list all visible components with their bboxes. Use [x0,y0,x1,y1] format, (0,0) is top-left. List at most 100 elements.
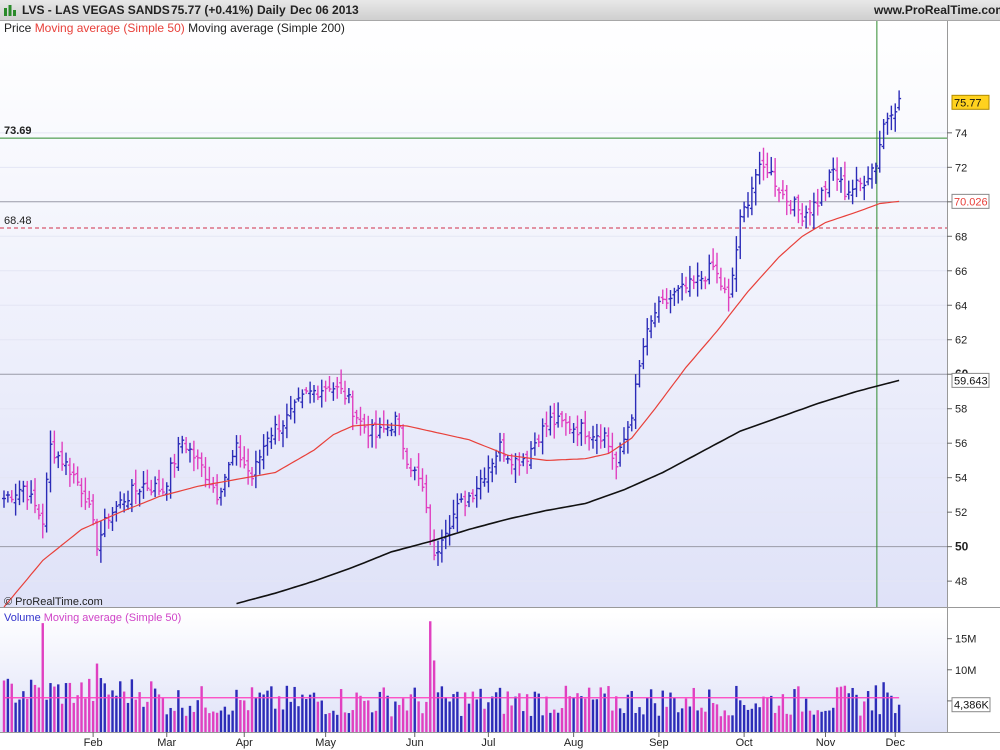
ohlc-bar [467,492,471,508]
volume-bar [777,705,781,732]
price-tick-label: 52 [955,507,967,519]
volume-bar [580,696,583,732]
volume-bar [711,702,715,732]
ohlc-bar [114,501,119,522]
volume-bar [866,691,870,732]
ohlc-bar [862,175,867,201]
volume-bar [696,710,699,732]
ohlc-bar [335,376,340,399]
volume-bar [680,708,684,732]
ohlc-bar [540,418,545,455]
ohlc-bar [501,433,506,462]
volume-bar [630,691,633,732]
month-label: Feb [84,737,103,749]
volume-bar [10,683,13,732]
ohlc-bar [29,480,34,504]
volume-bar [568,696,571,732]
volume-bar [235,689,238,732]
price-axis-marker [951,372,990,388]
ohlc-bar [598,424,603,449]
ohlc-bar [439,529,444,563]
ohlc-bar [881,118,886,150]
volume-bar [169,707,172,732]
ohlc-bar [67,457,72,487]
volume-bar [126,702,130,732]
volume-bar [890,695,893,732]
ohlc-bar [637,360,642,388]
volume-bar [665,706,668,732]
price-legend: Price Moving average (Simple 50) Moving … [4,21,345,35]
volume-bar [673,697,676,732]
volume-bar [161,698,165,732]
volume-bar [642,714,645,732]
ohlc-bar [478,469,483,500]
price-tick-label: 50 [955,540,969,554]
volume-bar [184,715,188,732]
volume-bar [107,694,110,732]
volume-axis-marker [951,697,991,713]
ohlc-bar [319,379,324,408]
volume-bar [576,693,579,732]
volume-bar [312,692,316,732]
volume-bar [301,694,304,732]
volume-bar [243,700,246,732]
ohlc-bar [819,187,824,206]
legend-volume: Volume [4,612,41,624]
volume-bar [471,691,475,732]
ohlc-bar [846,180,851,200]
volume-bar [103,683,106,732]
ohlc-bar [126,490,130,510]
ohlc-bar [556,402,561,428]
volume-bar [766,697,769,732]
volume-bar [626,694,630,732]
ohlc-bar [517,452,522,476]
price-axis-marker [951,94,990,110]
volume-bar [653,703,657,732]
price-tick-label: 62 [955,335,967,347]
ohlc-bar [397,413,402,436]
ohlc-bar [79,478,84,508]
reference-line-label: 68.48 [4,215,32,227]
volume-bar [646,697,649,732]
date-label: Dec 06 2013 [290,3,359,17]
volume-bar [525,694,529,732]
volume-bar [560,708,564,732]
ohlc-bar [172,453,177,478]
volume-bar [742,705,746,732]
ohlc-bar [618,442,623,467]
volume-bar [138,692,141,732]
volume-bar [719,716,723,732]
ohlc-bar [808,199,812,226]
month-label: May [315,737,336,749]
volume-bar [297,706,300,732]
volume-bar [320,700,323,732]
volume-bar [239,700,242,732]
ohlc-bar [203,457,208,488]
ohlc-bar [780,180,785,200]
ohlc-bar [327,375,332,392]
volume-bar [518,693,521,732]
volume-bar [130,679,134,732]
volume-bar [649,689,653,732]
volume-bar [22,691,25,732]
ohlc-bar [420,468,425,492]
ohlc-bar [455,493,460,533]
month-label: Jun [406,737,424,749]
price-axis-marker [951,193,990,209]
volume-bar [347,713,351,732]
volume-bar [37,687,41,732]
ohlc-bar [699,270,704,290]
volume-bar [498,687,502,732]
volume-bar [250,687,254,732]
volume-bar [622,713,626,732]
ohlc-bar [98,520,103,563]
volume-bar [618,708,622,732]
ohlc-bar [625,421,630,454]
volume-bar [53,686,56,732]
volume-bar [413,687,416,732]
volume-bar [336,714,339,732]
volume-bar [611,710,614,732]
ohlc-bar [765,152,770,179]
ohlc-bar [839,167,843,193]
